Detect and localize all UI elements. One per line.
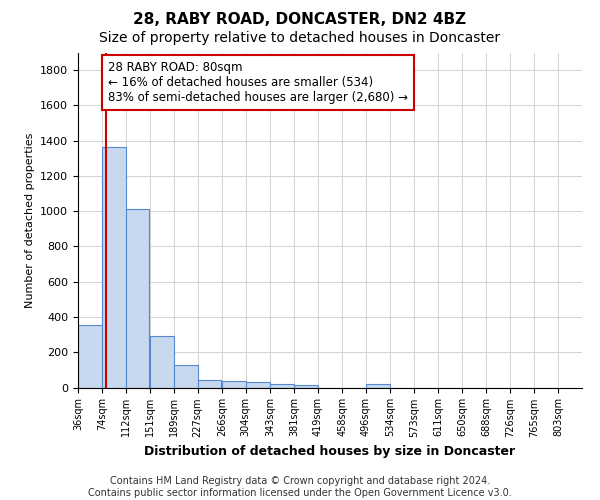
Bar — [246, 382, 269, 388]
Bar — [197, 380, 221, 388]
Y-axis label: Number of detached properties: Number of detached properties — [25, 132, 35, 308]
Bar — [366, 384, 390, 388]
Bar — [78, 325, 102, 388]
Text: 28 RABY ROAD: 80sqm
← 16% of detached houses are smaller (534)
83% of semi-detac: 28 RABY ROAD: 80sqm ← 16% of detached ho… — [108, 62, 408, 104]
Text: Contains HM Land Registry data © Crown copyright and database right 2024.
Contai: Contains HM Land Registry data © Crown c… — [88, 476, 512, 498]
X-axis label: Distribution of detached houses by size in Doncaster: Distribution of detached houses by size … — [145, 445, 515, 458]
Text: Size of property relative to detached houses in Doncaster: Size of property relative to detached ho… — [100, 31, 500, 45]
Text: 28, RABY ROAD, DONCASTER, DN2 4BZ: 28, RABY ROAD, DONCASTER, DN2 4BZ — [133, 12, 467, 28]
Bar — [125, 208, 149, 388]
Bar — [102, 147, 125, 388]
Bar — [294, 385, 318, 388]
Bar — [174, 366, 197, 388]
Bar — [222, 382, 246, 388]
Bar — [270, 384, 294, 388]
Bar — [150, 336, 174, 388]
